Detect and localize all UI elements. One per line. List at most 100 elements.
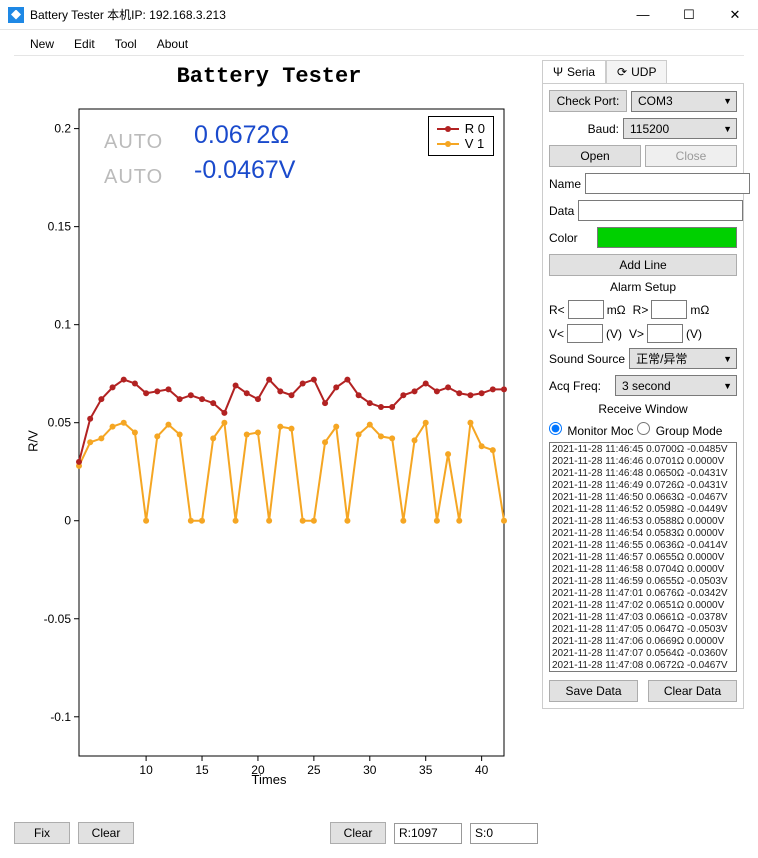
save-data-button[interactable]: Save Data xyxy=(549,680,638,702)
open-button[interactable]: Open xyxy=(549,145,641,167)
acq-freq-combo[interactable]: 3 second ▼ xyxy=(615,375,737,396)
x-axis-label: Times xyxy=(252,772,287,787)
name-label: Name xyxy=(549,177,581,191)
baud-combo[interactable]: 115200 ▼ xyxy=(623,118,737,139)
window-controls: — ☐ ✕ xyxy=(620,0,758,30)
unit-v-2: (V) xyxy=(686,327,702,341)
live-resistance: 0.0672Ω xyxy=(194,121,289,150)
clear-button-2[interactable]: Clear xyxy=(330,822,386,844)
svg-text:10: 10 xyxy=(139,763,153,777)
sound-source-label: Sound Source xyxy=(549,352,625,366)
v-greater-label: V> xyxy=(629,327,644,341)
radio-group-mode[interactable]: Group Mode xyxy=(637,422,722,438)
legend-item-r: R 0 xyxy=(437,121,485,136)
svg-text:0.05: 0.05 xyxy=(48,416,72,430)
legend-swatch-r xyxy=(437,128,459,130)
acq-freq-label: Acq Freq: xyxy=(549,379,611,393)
color-picker[interactable] xyxy=(597,227,737,248)
chart-area: -0.1-0.0500.050.10.150.210152025303540 A… xyxy=(24,91,514,791)
v-less-label: V< xyxy=(549,327,564,341)
name-input[interactable] xyxy=(585,173,750,194)
svg-text:0.15: 0.15 xyxy=(48,220,72,234)
menu-edit[interactable]: Edit xyxy=(66,35,103,53)
unit-v-1: (V) xyxy=(606,327,622,341)
auto-label-1: AUTO xyxy=(104,131,163,154)
s-counter: S:0 xyxy=(470,823,538,844)
v-less-input[interactable] xyxy=(567,324,603,343)
chevron-down-icon: ▼ xyxy=(723,354,732,364)
bottom-toolbar: Fix Clear Clear R:1097 S:0 xyxy=(14,822,538,844)
svg-text:35: 35 xyxy=(419,763,433,777)
chevron-down-icon: ▼ xyxy=(723,96,732,106)
legend-item-v: V 1 xyxy=(437,136,485,151)
data-label: Data xyxy=(549,204,574,218)
menu-new[interactable]: New xyxy=(22,35,62,53)
r-less-input[interactable] xyxy=(568,300,604,319)
minimize-button[interactable]: — xyxy=(620,0,666,30)
chart-legend: R 0 V 1 xyxy=(428,116,494,156)
check-port-combo[interactable]: COM3 ▼ xyxy=(631,91,737,112)
clear-button-1[interactable]: Clear xyxy=(78,822,134,844)
legend-label-v: V 1 xyxy=(465,136,485,151)
baud-label: Baud: xyxy=(549,122,619,136)
conn-tabs: Ψ Seria ⟳ UDP xyxy=(542,60,744,84)
receive-window-title: Receive Window xyxy=(549,402,737,416)
svg-text:-0.1: -0.1 xyxy=(50,710,71,724)
tab-udp[interactable]: ⟳ UDP xyxy=(606,60,667,83)
menu-about[interactable]: About xyxy=(149,35,196,53)
fix-button[interactable]: Fix xyxy=(14,822,70,844)
usb-icon: Ψ xyxy=(553,65,563,79)
close-conn-button: Close xyxy=(645,145,737,167)
close-button[interactable]: ✕ xyxy=(712,0,758,30)
add-line-button[interactable]: Add Line xyxy=(549,254,737,276)
window-title: Battery Tester 本机IP: 192.168.3.213 xyxy=(30,6,226,23)
log-window[interactable]: 2021-11-28 11:46:45 0.0700Ω -0.0485V2021… xyxy=(549,442,737,672)
r-less-label: R< xyxy=(549,303,565,317)
r-greater-input[interactable] xyxy=(651,300,687,319)
chart-svg: -0.1-0.0500.050.10.150.210152025303540 xyxy=(24,91,514,791)
chevron-down-icon: ▼ xyxy=(723,124,732,134)
data-input[interactable] xyxy=(578,200,743,221)
auto-label-2: AUTO xyxy=(104,166,163,189)
side-panel: Ψ Seria ⟳ UDP Check Port: COM3 ▼ Baud: 1… xyxy=(538,56,758,858)
alarm-title: Alarm Setup xyxy=(549,280,737,294)
svg-text:40: 40 xyxy=(475,763,489,777)
svg-text:0.2: 0.2 xyxy=(54,122,71,136)
menubar: New Edit Tool About xyxy=(14,32,744,56)
radio-monitor-label: Monitor Moc xyxy=(567,424,633,438)
unit-mohm-2: mΩ xyxy=(690,303,709,317)
svg-text:-0.05: -0.05 xyxy=(44,612,72,626)
radio-monitor-mode[interactable]: Monitor Moc xyxy=(549,422,633,438)
check-port-label[interactable]: Check Port: xyxy=(549,90,627,112)
legend-label-r: R 0 xyxy=(465,121,485,136)
live-voltage: -0.0467V xyxy=(194,156,295,185)
clear-data-button[interactable]: Clear Data xyxy=(648,680,737,702)
svg-text:0.1: 0.1 xyxy=(54,318,71,332)
radio-group-label: Group Mode xyxy=(656,424,723,438)
v-greater-input[interactable] xyxy=(647,324,683,343)
chart-panel: Battery Tester -0.1 -0.05 0 0.05 0.1 0.15 0.2 1… xyxy=(0,56,538,858)
acq-freq-value: 3 second xyxy=(622,379,671,393)
menu-tool[interactable]: Tool xyxy=(107,35,145,53)
legend-swatch-v xyxy=(437,143,459,145)
svg-text:15: 15 xyxy=(195,763,209,777)
r-counter: R:1097 xyxy=(394,823,462,844)
side-panel-body: Check Port: COM3 ▼ Baud: 115200 ▼ Open C… xyxy=(542,84,744,709)
check-port-value: COM3 xyxy=(638,94,673,108)
sound-source-value: 正常/异常 xyxy=(636,350,687,367)
reload-icon: ⟳ xyxy=(617,65,627,79)
chevron-down-icon: ▼ xyxy=(723,381,732,391)
tab-serial-label: Seria xyxy=(567,65,595,79)
sound-source-combo[interactable]: 正常/异常 ▼ xyxy=(629,348,737,369)
app-icon xyxy=(8,7,24,23)
svg-text:0: 0 xyxy=(64,514,71,528)
unit-mohm-1: mΩ xyxy=(607,303,626,317)
chart-title: Battery Tester xyxy=(0,64,538,89)
maximize-button[interactable]: ☐ xyxy=(666,0,712,30)
color-label: Color xyxy=(549,231,593,245)
svg-text:25: 25 xyxy=(307,763,321,777)
tab-serial[interactable]: Ψ Seria xyxy=(542,60,606,83)
svg-text:30: 30 xyxy=(363,763,377,777)
y-axis-label: R/V xyxy=(25,430,40,452)
r-greater-label: R> xyxy=(633,303,649,317)
